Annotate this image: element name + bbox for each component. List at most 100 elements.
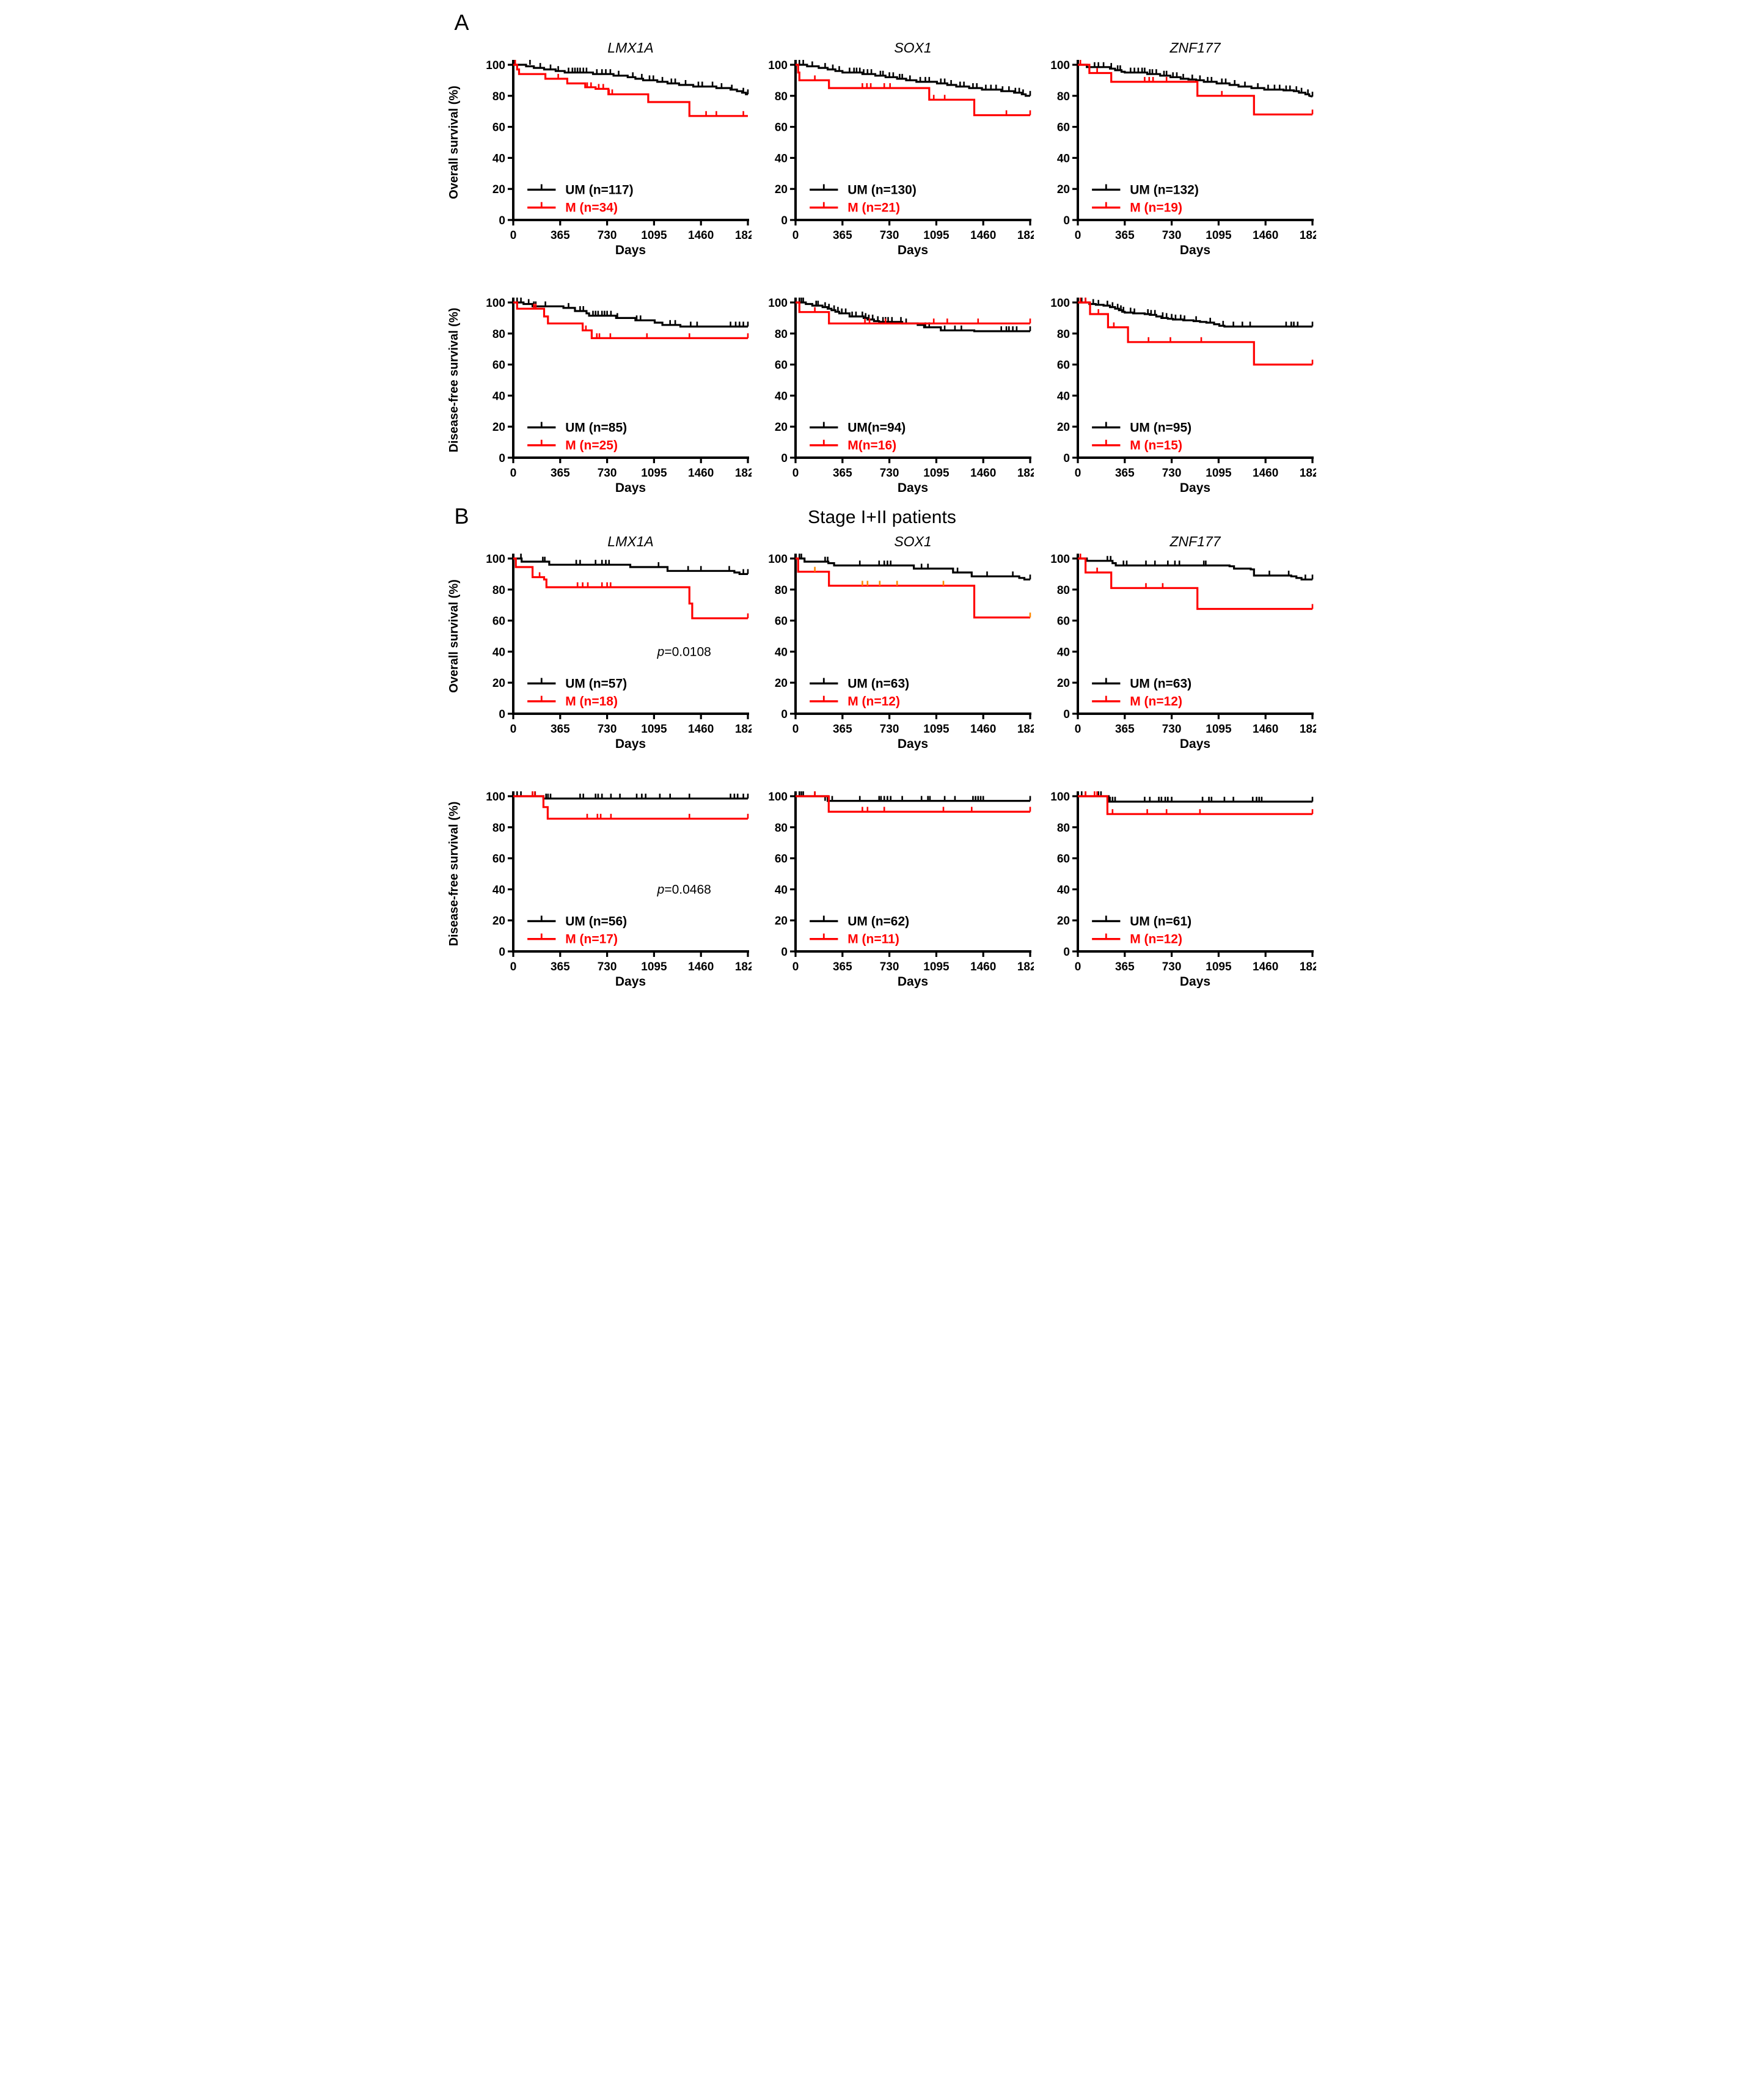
x-tick-label: 730 <box>597 467 617 480</box>
legend-label: UM (n=63) <box>847 676 909 691</box>
y-tick-label: 20 <box>774 915 787 928</box>
x-axis-label: Days <box>897 737 928 750</box>
y-tick-label: 0 <box>781 946 788 959</box>
y-tick-label: 20 <box>492 421 505 434</box>
y-tick-label: 60 <box>774 853 787 866</box>
um-curve <box>513 557 748 575</box>
x-axis-label: Days <box>615 975 645 988</box>
x-tick-label: 1825 <box>1017 961 1033 973</box>
legend-label: M (n=12) <box>1130 932 1182 947</box>
x-tick-label: 730 <box>597 723 617 736</box>
legend-label: M (n=19) <box>1130 201 1182 215</box>
x-tick-label: 730 <box>1162 467 1181 480</box>
plot-B-os-col0: LMX1A Overall survival (%) 0 365 730 1095 1460… <box>447 532 761 753</box>
x-tick-label: 730 <box>597 961 617 973</box>
legend-label: M (n=15) <box>1130 439 1182 453</box>
x-tick-label: 365 <box>550 961 569 973</box>
km-chart: SOX1 0 365 730 1095 1460 1825 0 20 40 60 80 100 Days U… <box>768 40 1043 257</box>
x-tick-label: 1825 <box>734 467 751 480</box>
x-axis-label: Days <box>897 481 928 494</box>
y-tick-label: 20 <box>1056 915 1069 928</box>
legend-item: M (n=12) <box>809 695 899 709</box>
y-tick-label: 100 <box>768 297 788 310</box>
x-tick-label: 365 <box>550 723 569 736</box>
x-axis-label: Days <box>1179 481 1210 494</box>
subplot-title: ZNF177 <box>1169 533 1221 549</box>
x-tick-label: 0 <box>1074 723 1081 736</box>
km-chart: LMX1A Overall survival (%) 0 365 730 1095 1460… <box>447 533 761 751</box>
y-tick-label: 40 <box>492 884 505 896</box>
x-tick-label: 1825 <box>1299 723 1316 736</box>
x-tick-label: 365 <box>832 467 852 480</box>
y-tick-label: 0 <box>1063 214 1070 227</box>
y-tick-label: 100 <box>486 553 505 566</box>
legend-label: M (n=25) <box>565 439 618 453</box>
plot-A-os-col2: ZNF177 0 365 730 1095 1460 1825 0 20 40 60 80 100 Day… <box>1040 38 1325 260</box>
y-tick-label: 60 <box>774 359 787 372</box>
km-chart: 0 365 730 1095 1460 1825 0 20 40 60 80 100 Days UM(n=… <box>768 297 1043 495</box>
x-axis-label: Days <box>1179 243 1210 257</box>
y-tick-label: 0 <box>499 452 505 465</box>
m-curve <box>513 795 748 820</box>
x-tick-label: 1825 <box>1017 229 1033 242</box>
um-curve <box>795 795 1030 802</box>
x-tick-label: 1825 <box>734 229 751 242</box>
x-tick-label: 1825 <box>1017 723 1033 736</box>
km-chart: Disease-free survival (%) 0 365 730 1095 1460… <box>447 791 761 989</box>
legend-label: UM (n=56) <box>565 914 627 928</box>
plot-A-dfs-col1: 0 365 730 1095 1460 1825 0 20 40 60 80 100 Days UM(n=… <box>758 276 1043 497</box>
x-tick-label: 0 <box>510 229 516 242</box>
y-tick-label: 0 <box>499 946 505 959</box>
plot-B-dfs-col2: 0 365 730 1095 1460 1825 0 20 40 60 80 100 Days UM (n… <box>1040 769 1325 991</box>
x-tick-label: 0 <box>1074 961 1081 973</box>
um-curve <box>795 301 1030 332</box>
x-tick-label: 1460 <box>688 961 714 973</box>
y-tick-label: 60 <box>1056 853 1069 866</box>
m-curve <box>795 557 1030 619</box>
km-chart: 0 365 730 1095 1460 1825 0 20 40 60 80 100 Days UM (n… <box>768 791 1043 989</box>
km-chart: ZNF177 0 365 730 1095 1460 1825 0 20 40 60 80 100 Day… <box>1050 40 1325 257</box>
y-tick-label: 60 <box>774 615 787 628</box>
y-tick-label: 80 <box>1056 584 1069 597</box>
legend-item: M (n=21) <box>809 201 899 215</box>
y-tick-label: 80 <box>1056 822 1069 835</box>
y-tick-label: 80 <box>1056 90 1069 103</box>
y-tick-label: 0 <box>499 214 505 227</box>
x-tick-label: 730 <box>1162 723 1181 736</box>
x-tick-label: 1460 <box>1253 961 1278 973</box>
x-tick-label: 1460 <box>688 723 714 736</box>
x-tick-label: 1825 <box>1299 961 1316 973</box>
y-tick-label: 40 <box>492 152 505 165</box>
y-tick-label: 80 <box>774 584 787 597</box>
y-tick-label: 60 <box>1056 122 1069 134</box>
x-tick-label: 1460 <box>1253 467 1278 480</box>
m-curve <box>795 64 1030 117</box>
x-tick-label: 1825 <box>1299 229 1316 242</box>
y-tick-label: 100 <box>768 791 788 804</box>
x-tick-label: 730 <box>1162 229 1181 242</box>
plot-A-os-col1: SOX1 0 365 730 1095 1460 1825 0 20 40 60 80 100 Days U… <box>758 38 1043 260</box>
y-tick-label: 60 <box>492 122 505 134</box>
x-tick-label: 1460 <box>1253 723 1278 736</box>
y-tick-label: 100 <box>1050 297 1070 310</box>
legend-item: UM (n=63) <box>809 676 909 691</box>
plot-A-dfs-col2: 0 365 730 1095 1460 1825 0 20 40 60 80 100 Days UM (n… <box>1040 276 1325 497</box>
m-curve <box>1077 301 1312 366</box>
x-tick-label: 1460 <box>688 467 714 480</box>
x-tick-label: 1825 <box>734 723 751 736</box>
y-tick-label: 40 <box>1056 390 1069 403</box>
km-chart: Disease-free survival (%) 0 365 730 1095 1460… <box>447 297 761 495</box>
legend-label: UM (n=130) <box>847 183 917 197</box>
x-tick-label: 1095 <box>641 229 667 242</box>
y-tick-label: 60 <box>492 615 505 628</box>
legend-label: M (n=34) <box>565 201 618 215</box>
um-curve <box>795 557 1030 581</box>
panel-a-header: A <box>441 10 1323 38</box>
legend-item: M (n=17) <box>527 932 617 947</box>
um-curve <box>1077 301 1312 328</box>
y-tick-label: 100 <box>486 791 505 804</box>
y-tick-label: 60 <box>492 853 505 866</box>
x-tick-label: 1095 <box>923 467 950 480</box>
x-tick-label: 1460 <box>970 961 996 973</box>
plot-A-os-col0: LMX1A Overall survival (%) 0 365 730 1095 1460… <box>447 38 761 260</box>
